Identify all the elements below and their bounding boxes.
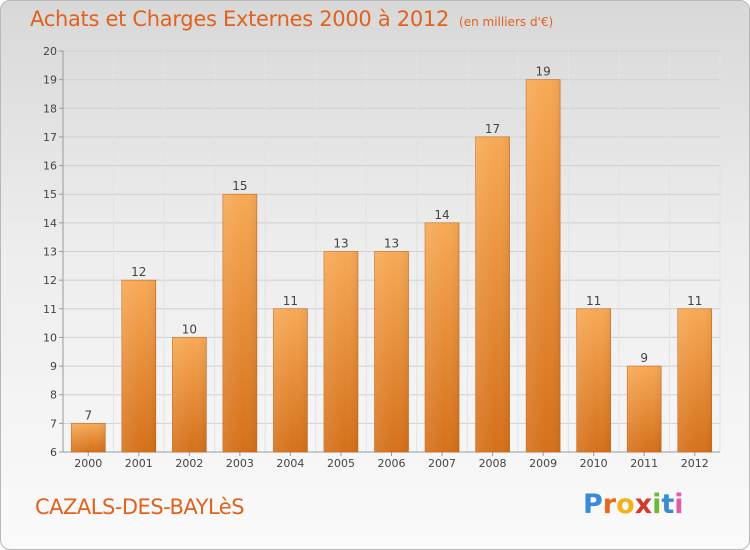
bar-shine <box>374 251 409 452</box>
data-label: 15 <box>232 179 247 193</box>
data-label: 11 <box>283 294 298 308</box>
bar-shine <box>172 337 207 452</box>
bar-shine <box>425 222 460 452</box>
data-label: 7 <box>84 408 92 422</box>
logo-letter: P <box>583 489 603 520</box>
x-tick-label: 2002 <box>175 457 203 470</box>
x-tick-label: 2006 <box>378 457 406 470</box>
bar-shine <box>273 308 308 452</box>
bars <box>70 79 713 453</box>
bar-shine <box>222 194 257 452</box>
logo-letter: i <box>652 489 662 520</box>
bar-shine <box>323 251 358 452</box>
y-tick-label: 16 <box>43 160 57 173</box>
y-tick-label: 14 <box>43 217 57 230</box>
y-tick-label: 13 <box>43 246 57 259</box>
title-text: Achats et Charges Externes 2000 à 2012 <box>30 7 450 31</box>
y-tick-label: 6 <box>50 446 57 459</box>
y-tick-label: 19 <box>43 74 57 87</box>
x-tick-label: 2011 <box>630 457 658 470</box>
logo-letter: o <box>616 489 635 520</box>
data-label: 13 <box>384 237 399 251</box>
bar-shine <box>71 423 106 452</box>
commune-name: CAZALS-DES-BAYLèS <box>35 495 245 519</box>
x-tick-label: 2010 <box>580 457 608 470</box>
x-tick-label: 2000 <box>74 457 102 470</box>
logo-letter: t <box>661 489 675 520</box>
unit-text: (en milliers d'€) <box>459 15 554 29</box>
bar-shine <box>475 136 510 452</box>
bar-shine <box>627 366 662 452</box>
data-labels: 7 12 10 15 11 13 13 14 17 19 11 9 11 <box>84 65 702 423</box>
logo-letter: i <box>674 489 684 520</box>
y-tick-label: 12 <box>43 274 57 287</box>
y-tick-label: 9 <box>50 360 57 373</box>
data-label: 9 <box>640 351 648 365</box>
x-tick-label: 2005 <box>327 457 355 470</box>
data-label: 11 <box>586 294 601 308</box>
proxiti-logo: Proxiti <box>583 489 684 520</box>
data-label: 10 <box>182 322 197 336</box>
y-tick-label: 8 <box>50 389 57 402</box>
bar-shine <box>576 308 611 452</box>
data-label: 11 <box>687 294 702 308</box>
y-tick-label: 18 <box>43 102 57 115</box>
data-label: 12 <box>131 265 146 279</box>
bar-shine <box>526 79 561 453</box>
y-tick-label: 7 <box>50 417 57 430</box>
y-tick-label: 11 <box>43 303 57 316</box>
chart-title: Achats et Charges Externes 2000 à 2012 (e… <box>30 7 553 31</box>
bar-shine <box>121 280 156 452</box>
x-tick-label: 2001 <box>125 457 153 470</box>
y-tick-label: 10 <box>43 331 57 344</box>
y-tick-label: 17 <box>43 131 57 144</box>
tick-labels: 6 7 8 9 10 11 12 13 14 15 16 17 18 19 20 2000 2001 2002 20… <box>43 45 709 470</box>
x-tick-label: 2012 <box>681 457 709 470</box>
data-label: 19 <box>535 65 550 79</box>
x-tick-label: 2008 <box>479 457 507 470</box>
logo-letter: r <box>602 489 617 520</box>
bar-shine <box>677 308 712 452</box>
x-tick-label: 2004 <box>276 457 304 470</box>
x-tick-label: 2007 <box>428 457 456 470</box>
data-label: 17 <box>485 122 500 136</box>
x-tick-label: 2003 <box>226 457 254 470</box>
y-tick-label: 15 <box>43 188 57 201</box>
x-tick-label: 2009 <box>529 457 557 470</box>
logo-letter: x <box>634 489 653 520</box>
data-label: 14 <box>434 208 449 222</box>
y-tick-label: 20 <box>43 45 57 58</box>
data-label: 13 <box>333 237 348 251</box>
